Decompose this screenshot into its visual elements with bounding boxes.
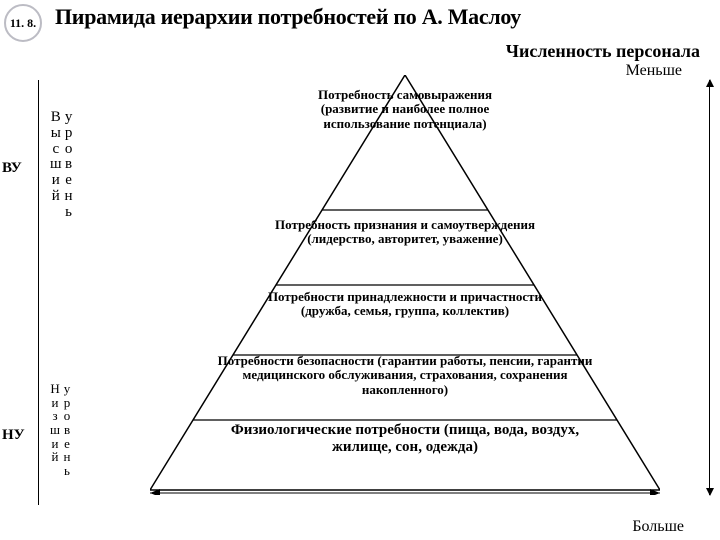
pyramid-level-3: Потребности принадлежности и при­частнос… (250, 290, 560, 319)
subtitle: Численность персонала (506, 42, 700, 62)
upper-level-label: Высший уровень (50, 110, 76, 220)
lower-level-label: Низший уровень (50, 382, 74, 477)
pyramid-level-2: Потребность признания и самоутверждения … (270, 218, 540, 247)
pyramid-level-4: Потребности безопасности (гарантии работ… (205, 354, 605, 397)
staff-count-axis (709, 80, 710, 495)
page-title: Пирамида иерархии потребностей по А. Мас… (55, 4, 716, 30)
scale-bottom-label: Больше (632, 518, 684, 536)
section-badge: 11. 8. (4, 4, 42, 42)
vu-code: ВУ (2, 160, 22, 177)
pyramid-level-1: По­требность самовыра­жения (раз­витие и… (310, 88, 500, 131)
left-axis (38, 80, 39, 505)
nu-code: НУ (2, 427, 25, 444)
pyramid-level-5: Физиологические потребности (пища, вода,… (200, 422, 610, 455)
